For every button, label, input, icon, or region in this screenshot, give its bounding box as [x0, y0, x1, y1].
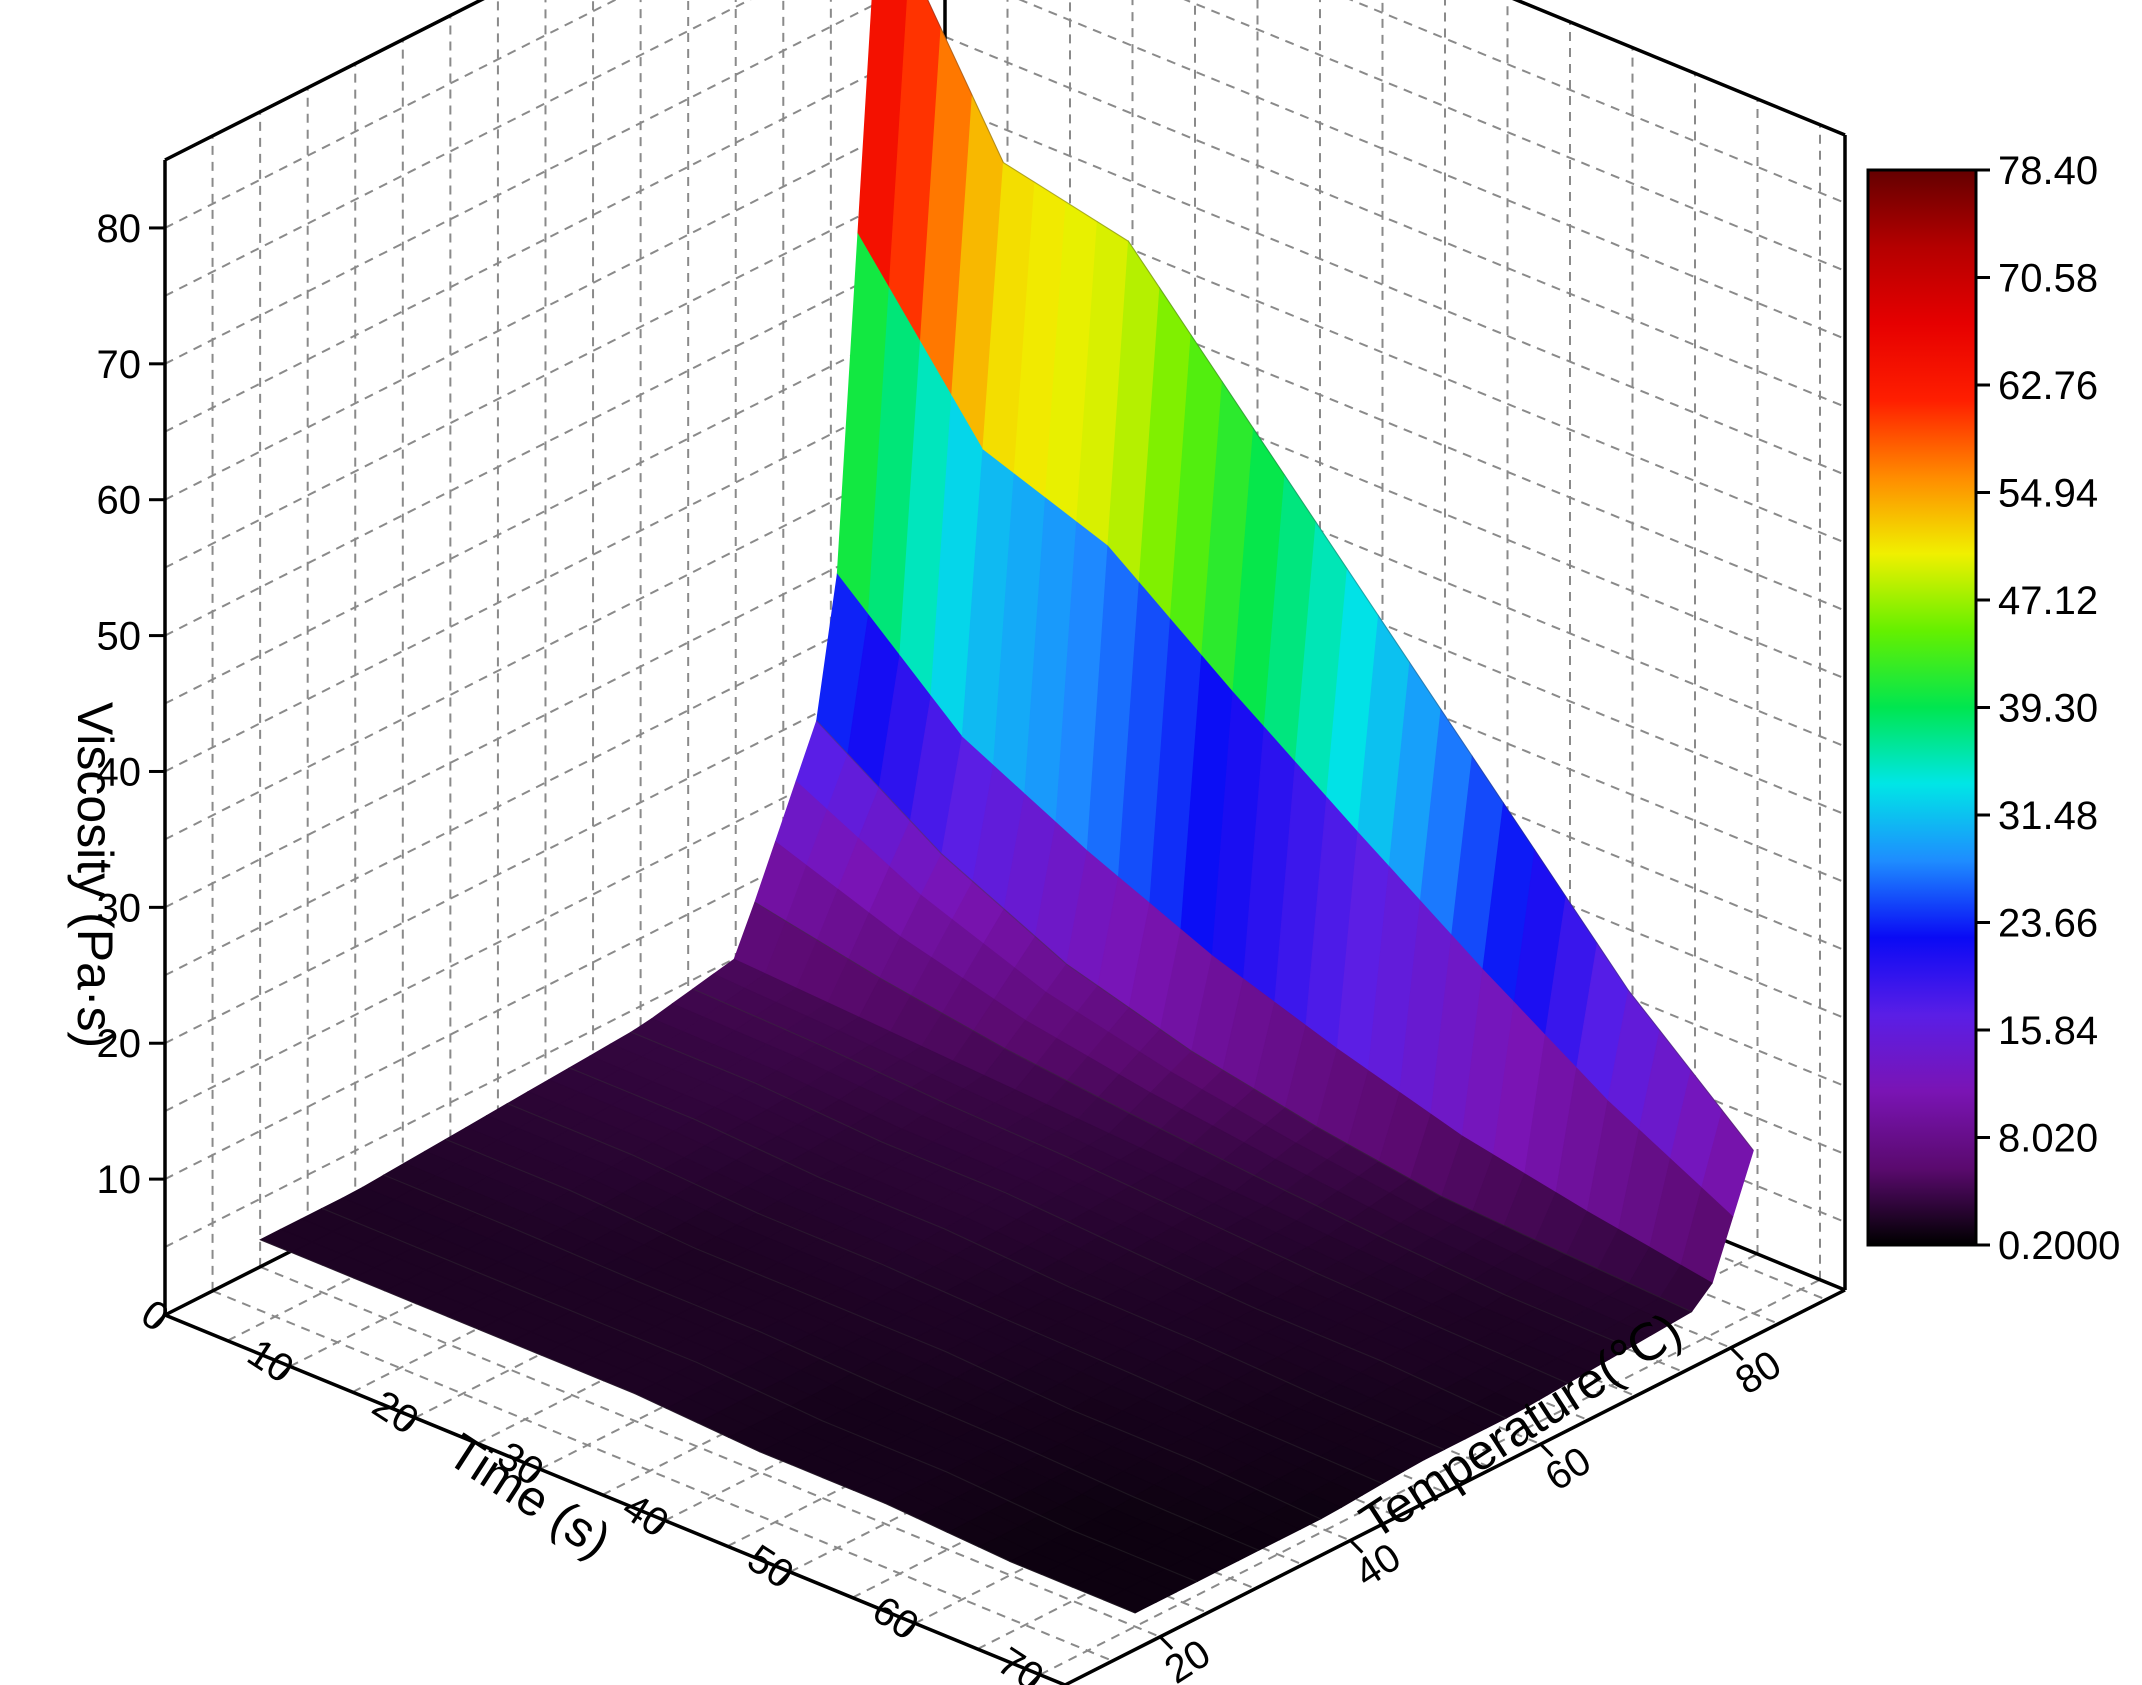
- grid-line-z: [164, 443, 946, 841]
- grid-line-temp: [212, 1289, 1113, 1662]
- grid-line-z: [1348, 0, 1846, 204]
- time-tick-label: 70: [990, 1639, 1051, 1685]
- time-tick-mark: [526, 1468, 542, 1483]
- grid-line-z: [1183, 0, 1846, 272]
- left-wall-top-edge: [164, 0, 485, 162]
- grid-line-z: [1018, 0, 1846, 340]
- z-tick-label: 30: [97, 886, 142, 930]
- z-axis-title: Viscosity (Pa·s): [67, 702, 123, 1048]
- grid-line-z: [944, 103, 1846, 476]
- grid-line-z: [164, 171, 946, 569]
- grid-line-z: [164, 0, 886, 365]
- surface-mesh-line: [259, 1239, 1136, 1614]
- z-tick-label: 20: [97, 1022, 142, 1066]
- colorbar-tick-label: 39.30: [1998, 687, 2098, 731]
- temp-tick-mark: [1729, 1346, 1744, 1361]
- grid-line-z: [164, 307, 946, 705]
- colorbar-tick-label: 54.94: [1998, 472, 2098, 516]
- grid-line-z: [164, 511, 946, 909]
- time-tick-label: 50: [740, 1536, 801, 1597]
- z-tick-label: 10: [97, 1158, 142, 1202]
- surface-mesh-line: [630, 1031, 1507, 1419]
- colorbar-gradient: [1866, 168, 1978, 1247]
- grid-line-z: [164, 35, 946, 433]
- temp-tick-mark: [1159, 1635, 1174, 1650]
- surface-mesh-line: [816, 720, 1692, 1313]
- z-tick-label: 50: [97, 615, 142, 659]
- grid-line-z: [164, 647, 946, 1045]
- time-tick-mark: [401, 1416, 417, 1431]
- colorbar-tick-label: 78.40: [1998, 149, 2098, 193]
- time-tick-label: 40: [615, 1485, 676, 1546]
- viscosity-surface: [259, 0, 1754, 1614]
- surface-mesh-line: [445, 1138, 1321, 1520]
- grid-line-z: [944, 35, 1846, 408]
- colorbar: 78.40 70.58 62.76 54.94 47.12 39.30 31.48 23.66…: [1866, 149, 2120, 1268]
- colorbar-tick-label: 15.84: [1998, 1009, 2098, 1053]
- z-tick-label: 70: [97, 343, 142, 387]
- surface-mesh-line: [692, 988, 1569, 1384]
- z-tick-label: 40: [97, 750, 142, 794]
- time-tick-label: 60: [865, 1588, 926, 1649]
- colorbar-tick-label: 62.76: [1998, 364, 2098, 408]
- grid-line-z: [164, 579, 946, 977]
- time-tick-mark: [901, 1622, 917, 1637]
- front-floor-edge: [1064, 1288, 1846, 1685]
- time-tick-mark: [776, 1570, 792, 1586]
- colorbar-tick-label: 8.020: [1998, 1117, 2098, 1161]
- surface-mesh-line: [507, 1102, 1383, 1485]
- temp-tick-mark: [1349, 1539, 1364, 1554]
- surface-mesh-line: [321, 1207, 1198, 1583]
- temp-tick-label: 80: [1728, 1342, 1789, 1403]
- grid-line-z: [164, 239, 946, 637]
- surface-mesh-line: [383, 1174, 1260, 1551]
- grid-line-z: [164, 0, 618, 229]
- grid-line-z: [164, 103, 946, 501]
- grid-line-time: [1039, 1278, 1821, 1676]
- temp-tick-mark: [1539, 1443, 1554, 1458]
- grid-line-z: [164, 0, 752, 297]
- z-tick-label: 60: [97, 479, 142, 523]
- time-tick-mark: [151, 1313, 167, 1329]
- surface-mesh-line: [569, 1067, 1445, 1451]
- colorbar-tick-label: 31.48: [1998, 794, 2098, 838]
- z-tick-label: 80: [97, 207, 142, 251]
- colorbar-tick-label: 23.66: [1998, 902, 2098, 946]
- surface-cell: [1102, 1589, 1157, 1614]
- temp-tick-label: 20: [1157, 1631, 1218, 1685]
- time-tick-mark: [276, 1365, 292, 1380]
- time-tick-mark: [651, 1519, 667, 1534]
- surface-mesh-line: [754, 901, 1631, 1349]
- grid-line-temp: [259, 1265, 1161, 1638]
- time-tick-label: 10: [240, 1331, 301, 1392]
- time-tick-label: 20: [365, 1382, 426, 1443]
- colorbar-tick-label: 70.58: [1998, 257, 2098, 301]
- colorbar-tick-label: 0.2000: [1998, 1224, 2120, 1268]
- grid-line-z: [164, 375, 946, 773]
- temp-tick-label: 60: [1538, 1439, 1599, 1500]
- right-wall-top-edge: [1512, 0, 1846, 137]
- colorbar-tick-label: 47.12: [1998, 579, 2098, 623]
- surface-mesh-line: [927, 0, 1754, 1151]
